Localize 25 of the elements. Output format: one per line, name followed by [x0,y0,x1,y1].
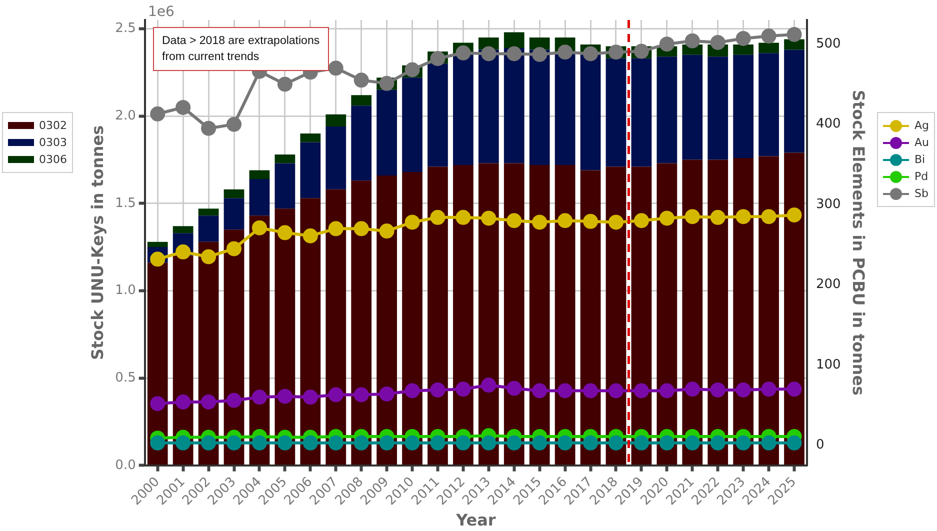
y2-tick-label: 300 [816,196,841,212]
legend-label: Au [914,136,929,149]
legend-label: Bi [914,153,926,166]
y2-tick-label: 100 [816,357,841,372]
y-tick-label: 2.0 [115,108,136,124]
y-tick-label: 1.0 [115,283,136,298]
y2-tick-label: 200 [816,277,841,292]
legend-label: 0303 [39,136,67,149]
y2-tick-label: 400 [816,116,841,132]
legend-label: Ag [914,119,929,132]
legend-label: 0306 [39,153,67,166]
legend-label: 0302 [39,119,67,132]
y2-axis-title: Stock Elements in PCBU in tonnes [849,90,868,396]
y-tick-label: 0.0 [115,458,136,473]
y-tick-label: 2.5 [115,21,136,36]
legend-label: Pd [914,170,928,183]
text: 1e6 [148,4,174,20]
y2-tick-label: 0 [816,438,824,453]
legend-label: Sb [914,187,928,200]
y2-tick-label: 500 [816,36,841,52]
y-tick-label: 0.5 [115,370,136,386]
x-axis-title: Year [455,510,496,530]
y-axis-title: Stock UNU-Keys in tonnes [88,125,107,360]
annotation: Data > 2018 are extrapolations from current trends [153,27,329,71]
y-tick-label: 1.5 [115,196,136,211]
